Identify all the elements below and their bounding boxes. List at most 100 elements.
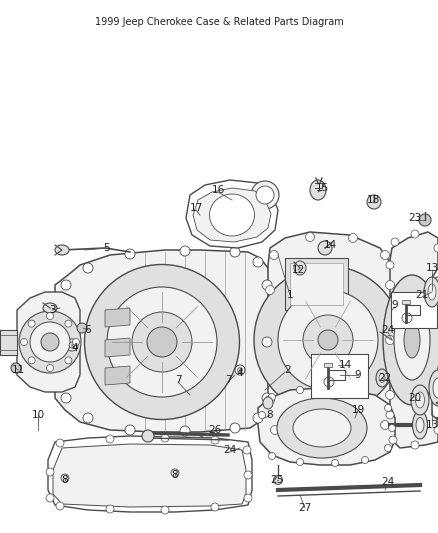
Ellipse shape [211, 503, 219, 511]
Polygon shape [390, 232, 438, 448]
Text: 12: 12 [291, 265, 304, 275]
Ellipse shape [211, 436, 219, 444]
Ellipse shape [28, 320, 35, 327]
Ellipse shape [237, 367, 243, 373]
Ellipse shape [161, 506, 169, 514]
Text: 6: 6 [85, 325, 91, 335]
Polygon shape [193, 188, 271, 242]
Text: 9: 9 [355, 370, 361, 380]
Polygon shape [324, 363, 332, 367]
Text: 10: 10 [32, 410, 45, 420]
Ellipse shape [294, 261, 306, 275]
Ellipse shape [180, 246, 190, 256]
Ellipse shape [265, 395, 275, 405]
Text: 18: 18 [366, 195, 380, 205]
Ellipse shape [244, 494, 252, 502]
Ellipse shape [254, 266, 402, 414]
Ellipse shape [389, 424, 396, 432]
Ellipse shape [61, 474, 69, 482]
Ellipse shape [413, 411, 427, 439]
Ellipse shape [411, 441, 419, 449]
Bar [290, 263, 343, 305]
FancyBboxPatch shape [391, 292, 437, 328]
Ellipse shape [21, 338, 28, 345]
Ellipse shape [381, 421, 389, 430]
Ellipse shape [106, 505, 114, 513]
Text: 27: 27 [298, 503, 311, 513]
Ellipse shape [61, 393, 71, 403]
Ellipse shape [147, 327, 177, 357]
Ellipse shape [433, 378, 438, 398]
Ellipse shape [416, 392, 424, 408]
Ellipse shape [43, 303, 57, 313]
Ellipse shape [262, 393, 272, 403]
Ellipse shape [230, 247, 240, 257]
Ellipse shape [361, 456, 368, 464]
Ellipse shape [265, 286, 275, 295]
Ellipse shape [106, 435, 114, 443]
Ellipse shape [424, 277, 438, 307]
Ellipse shape [262, 337, 272, 347]
Ellipse shape [381, 251, 389, 260]
Ellipse shape [56, 502, 64, 510]
Ellipse shape [389, 436, 397, 444]
Text: 14: 14 [323, 240, 337, 250]
Ellipse shape [235, 365, 245, 375]
Ellipse shape [278, 290, 378, 390]
Ellipse shape [277, 398, 367, 458]
Ellipse shape [411, 230, 419, 238]
Ellipse shape [73, 338, 80, 345]
Ellipse shape [273, 475, 283, 484]
Ellipse shape [85, 264, 240, 419]
Polygon shape [105, 308, 130, 327]
Polygon shape [17, 292, 80, 392]
Ellipse shape [171, 469, 179, 477]
Text: 9: 9 [392, 300, 398, 310]
Ellipse shape [83, 413, 93, 423]
Ellipse shape [61, 280, 71, 290]
Polygon shape [402, 300, 410, 304]
Ellipse shape [391, 238, 399, 246]
Ellipse shape [386, 261, 394, 269]
Polygon shape [186, 180, 278, 248]
Ellipse shape [55, 245, 69, 255]
Ellipse shape [125, 249, 135, 259]
Text: 19: 19 [351, 405, 364, 415]
Ellipse shape [132, 312, 192, 372]
Ellipse shape [428, 284, 436, 300]
Ellipse shape [209, 194, 254, 236]
Ellipse shape [305, 438, 314, 447]
Ellipse shape [19, 311, 81, 373]
Text: 26: 26 [208, 425, 222, 435]
Text: 24: 24 [381, 477, 395, 487]
Text: 3: 3 [49, 305, 55, 315]
Ellipse shape [256, 186, 274, 204]
Ellipse shape [65, 320, 72, 327]
Text: 5: 5 [104, 243, 110, 253]
Ellipse shape [297, 458, 304, 465]
Ellipse shape [379, 374, 385, 383]
Text: 22: 22 [378, 373, 392, 383]
Polygon shape [105, 366, 130, 385]
Ellipse shape [297, 386, 304, 393]
Ellipse shape [251, 181, 279, 209]
Ellipse shape [230, 423, 240, 433]
Ellipse shape [258, 411, 265, 418]
Text: 21: 21 [415, 290, 429, 300]
Ellipse shape [434, 284, 438, 292]
Ellipse shape [385, 445, 392, 451]
Text: 15: 15 [315, 183, 328, 193]
Ellipse shape [28, 357, 35, 364]
Text: 2: 2 [285, 365, 291, 375]
Ellipse shape [404, 322, 420, 358]
Ellipse shape [383, 275, 438, 405]
Ellipse shape [318, 241, 332, 255]
Ellipse shape [69, 342, 75, 348]
Ellipse shape [361, 390, 368, 397]
Ellipse shape [433, 285, 438, 305]
Ellipse shape [180, 426, 190, 436]
Ellipse shape [385, 335, 395, 344]
Ellipse shape [142, 430, 154, 442]
Ellipse shape [429, 370, 438, 406]
Ellipse shape [385, 280, 395, 289]
